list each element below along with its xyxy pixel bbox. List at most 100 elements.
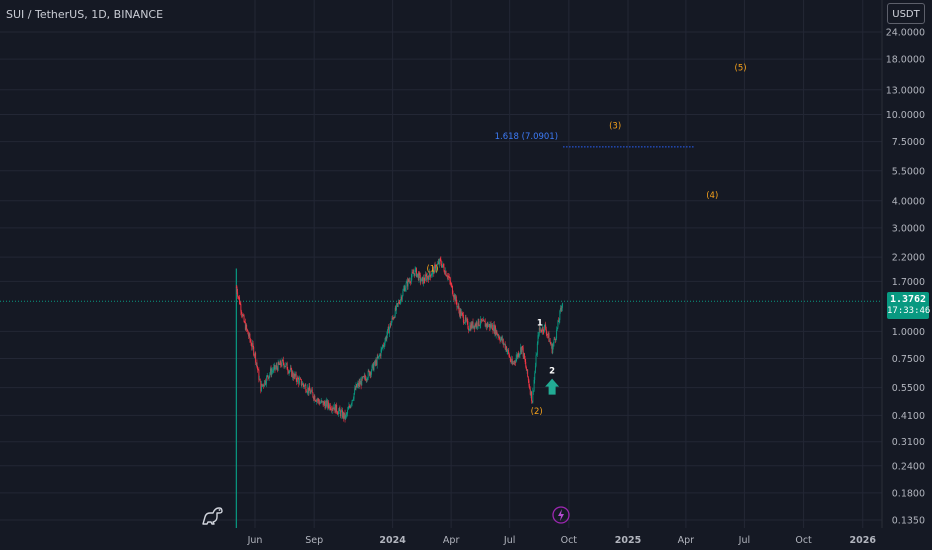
- candle-body: [512, 362, 514, 365]
- candle-body: [377, 356, 379, 358]
- candle-body: [395, 307, 397, 311]
- candle-body: [413, 273, 415, 275]
- candle-body: [403, 287, 405, 290]
- candle-body: [471, 323, 473, 328]
- candle-body: [284, 366, 286, 367]
- candle-body: [334, 404, 336, 411]
- candle-body: [277, 367, 278, 371]
- candle-body: [469, 325, 471, 330]
- candle-body: [441, 265, 443, 268]
- x-tick-label: Oct: [795, 535, 812, 546]
- candle-body: [467, 320, 469, 329]
- candle-body: [387, 327, 389, 330]
- candle-body: [314, 395, 316, 401]
- candle-body: [477, 319, 479, 327]
- candle-body: [244, 322, 246, 330]
- y-tick-label: 5.5000: [892, 166, 925, 177]
- candle-body: [514, 361, 516, 362]
- candle-body: [379, 354, 381, 357]
- candle-body: [527, 376, 529, 381]
- candle-body: [394, 317, 396, 318]
- candle-body: [504, 343, 505, 345]
- candle-body: [534, 372, 536, 380]
- candle-body: [513, 361, 515, 364]
- candle-body: [408, 279, 410, 282]
- candle-body: [274, 364, 276, 370]
- candle-body: [307, 387, 309, 393]
- candle-body: [278, 362, 280, 365]
- candle-body: [259, 379, 260, 380]
- candle-body: [504, 343, 506, 349]
- candle-body: [348, 405, 350, 409]
- candle-body: [468, 328, 469, 331]
- candle-body: [560, 308, 561, 311]
- candle-body: [280, 365, 282, 367]
- candle-body: [533, 390, 534, 392]
- candle-body: [238, 296, 240, 298]
- candle-body: [538, 334, 540, 336]
- candle-body: [322, 401, 323, 402]
- candle-body: [547, 333, 549, 336]
- candle-body: [370, 372, 372, 375]
- candle-body: [352, 398, 354, 400]
- candle-body: [399, 303, 401, 304]
- candle-body: [282, 359, 284, 361]
- candle-body: [361, 377, 363, 386]
- candle-body: [410, 282, 412, 283]
- x-tick-label: 2024: [379, 535, 406, 546]
- candle-body: [264, 380, 266, 386]
- candle-body: [487, 325, 489, 327]
- candle-body: [436, 264, 438, 269]
- candle-body: [301, 384, 303, 386]
- candle-body: [369, 371, 370, 376]
- candle-body: [299, 378, 301, 380]
- candle-body: [510, 360, 512, 363]
- candle-body: [518, 353, 520, 357]
- candle-body: [387, 329, 388, 335]
- last-price-badge: 1.3762 17:33:46: [887, 292, 930, 319]
- candle-body: [245, 324, 247, 330]
- candle-body: [474, 324, 476, 329]
- candle-body: [464, 322, 466, 324]
- candle-body: [237, 292, 239, 297]
- candle-body: [263, 385, 265, 387]
- candle-body: [305, 385, 307, 392]
- candle-body: [404, 287, 406, 292]
- candle-body: [473, 325, 475, 328]
- candle-body: [401, 295, 403, 300]
- y-tick-label: 0.7500: [892, 354, 925, 365]
- candle-body: [484, 321, 486, 327]
- candle-body: [473, 325, 475, 329]
- candle-body: [311, 389, 313, 392]
- candle-body: [559, 310, 561, 320]
- candle-body: [394, 307, 396, 318]
- currency-button[interactable]: USDT: [887, 3, 925, 24]
- candle-body: [326, 400, 328, 407]
- candle-body: [340, 411, 341, 417]
- candle-body: [357, 383, 359, 386]
- candle-body: [356, 385, 358, 388]
- candle-body: [540, 329, 541, 331]
- candle-body: [345, 415, 347, 419]
- candle-body: [327, 401, 329, 406]
- candle-body: [453, 294, 455, 298]
- candle-body: [363, 376, 365, 378]
- candle-body: [414, 273, 415, 276]
- y-tick-label: 0.1800: [892, 488, 925, 499]
- candle-body: [352, 399, 354, 401]
- lightning-icon[interactable]: [552, 506, 570, 528]
- candle-body: [495, 330, 497, 336]
- candle-body: [410, 277, 412, 283]
- candle-body: [552, 343, 554, 347]
- candle-body: [260, 383, 262, 392]
- candle-body: [415, 268, 417, 269]
- candle-body: [543, 331, 545, 332]
- candle-body: [450, 280, 451, 285]
- candle-body: [240, 304, 242, 312]
- symbol-title[interactable]: SUI / TetherUS, 1D, BINANCE: [6, 8, 164, 21]
- tradingview-dino-logo-icon[interactable]: [200, 504, 224, 530]
- candle-body: [421, 278, 423, 281]
- candle-body: [376, 356, 378, 365]
